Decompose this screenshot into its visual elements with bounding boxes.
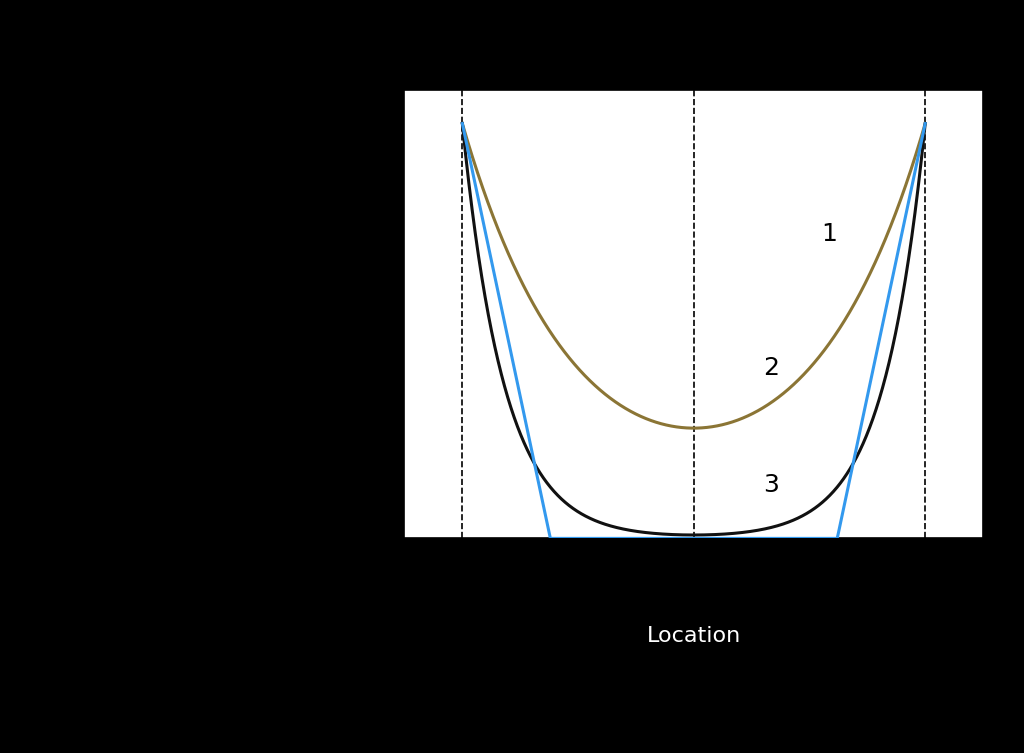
- Y-axis label: Concentration: Concentration: [379, 236, 399, 393]
- Text: 2: 2: [763, 356, 779, 380]
- Text: 3: 3: [763, 473, 779, 497]
- Text: 1: 1: [821, 221, 837, 245]
- Text: Location: Location: [646, 626, 741, 646]
